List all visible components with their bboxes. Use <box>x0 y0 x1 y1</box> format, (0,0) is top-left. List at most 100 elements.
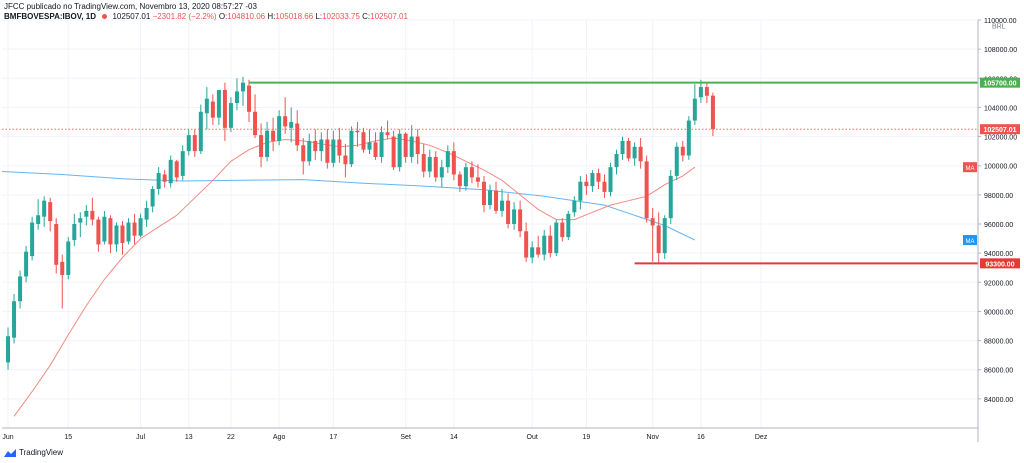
x-tick-label: Out <box>527 434 538 441</box>
candle-body <box>638 146 643 162</box>
candle-body <box>650 218 655 226</box>
candle-body <box>385 132 390 136</box>
candles <box>6 76 715 370</box>
low-label: L: <box>315 12 323 21</box>
candle-body <box>228 103 233 128</box>
candle-body <box>162 174 167 182</box>
x-tick-label: 19 <box>582 434 590 441</box>
candle-body <box>530 247 535 258</box>
y-tick-label: 84000.00 <box>984 397 1013 404</box>
candle-body <box>373 142 378 157</box>
candle-body <box>475 177 480 182</box>
resistance-price-tag-bg <box>980 77 1020 88</box>
candle-body <box>90 210 95 220</box>
candle-body <box>30 222 35 257</box>
candle-body <box>427 156 432 172</box>
ma-slow-tag-label: MA <box>966 239 975 245</box>
x-tick-label: Dez <box>755 434 768 441</box>
x-tick-label: 16 <box>697 434 705 441</box>
candle-body <box>325 139 330 163</box>
candle-body <box>463 167 468 187</box>
candle-body <box>439 167 444 178</box>
candle-body <box>102 216 107 242</box>
candle-body <box>192 135 197 152</box>
x-tick-label: 13 <box>185 434 193 441</box>
candle-body <box>18 276 23 302</box>
candle-body <box>674 146 679 176</box>
candle-body <box>602 181 607 192</box>
candle-body <box>355 130 360 133</box>
last-price-tag-bg <box>980 124 1020 135</box>
candle-body <box>391 136 396 168</box>
candle-body <box>337 139 342 156</box>
candle-body <box>60 261 65 275</box>
candle-body <box>48 202 53 222</box>
candle-body <box>108 218 113 245</box>
candle-body <box>626 140 631 159</box>
candle-body <box>216 89 221 118</box>
market-status-dot <box>102 14 108 20</box>
symbol-name: BMFBOVESPA:IBOV, 1D <box>4 12 97 21</box>
candle-body <box>560 222 565 238</box>
y-tick-label: 110000.00 <box>984 18 1017 25</box>
footer[interactable]: TradingView <box>4 448 63 458</box>
candle-body <box>566 213 571 238</box>
price-axis[interactable]: 84000.00 86000.00 88000.00 90000.00 92000.00… <box>963 18 1020 442</box>
candle-body <box>259 135 264 157</box>
candle-body <box>6 336 11 363</box>
candle-body <box>343 155 348 165</box>
candle-body <box>78 218 83 223</box>
ma-fast-tag-label: MA <box>966 166 975 172</box>
tradingview-logo-icon <box>4 449 16 457</box>
candle-body <box>379 132 384 157</box>
candle-body <box>277 116 282 141</box>
candle-body <box>662 218 667 254</box>
candle-body <box>42 200 47 217</box>
candle-body <box>698 87 703 98</box>
y-tick-label: 88000.00 <box>984 339 1013 346</box>
close-label: C: <box>362 12 371 21</box>
candle-body <box>210 101 215 118</box>
candle-body <box>66 241 71 275</box>
candle-body <box>445 151 450 168</box>
candle-body <box>12 301 17 338</box>
candle-body <box>271 130 276 141</box>
candle-body <box>548 235 553 254</box>
candle-body <box>686 120 691 156</box>
candle-body <box>680 146 685 156</box>
y-tick-label: 100000.00 <box>984 164 1017 171</box>
candle-body <box>36 215 41 224</box>
candle-body <box>54 224 59 265</box>
candle-body <box>198 111 203 152</box>
candle-body <box>710 95 715 130</box>
y-tick-label: 102000.00 <box>984 135 1017 142</box>
candle-body <box>234 91 239 104</box>
ma-fast-tag-bg <box>963 162 977 173</box>
x-tick-label: 22 <box>227 434 235 441</box>
y-tick-label: 94000.00 <box>984 251 1013 258</box>
candle-body <box>150 189 155 207</box>
y-tick-label: 98000.00 <box>984 193 1013 200</box>
candle-body <box>421 154 426 172</box>
horizontal-levels <box>2 81 978 265</box>
candle-body <box>704 87 709 96</box>
candle-body <box>180 151 185 176</box>
candle-body <box>295 123 300 146</box>
candle-body <box>265 130 270 157</box>
candle-body <box>433 156 438 178</box>
y-tick-label: 108000.00 <box>984 47 1017 54</box>
last-price-value: 102507.01 <box>112 12 151 21</box>
candle-body <box>313 140 318 152</box>
x-tick-label: Jun <box>2 434 13 441</box>
candle-body <box>240 82 245 92</box>
candle-body <box>608 167 613 192</box>
candle-body <box>614 154 619 168</box>
time-axis[interactable]: Jun 15 Jul 13 22 Ago 17 Set 14 Out 19 Nov 16 Dez <box>2 427 978 441</box>
y-tick-label: 86000.00 <box>984 368 1013 375</box>
candle-body <box>632 146 637 159</box>
candle-body <box>403 133 408 157</box>
ma-slow-tag-bg <box>963 235 977 246</box>
candle-body <box>397 133 402 168</box>
candle-body <box>120 225 125 243</box>
